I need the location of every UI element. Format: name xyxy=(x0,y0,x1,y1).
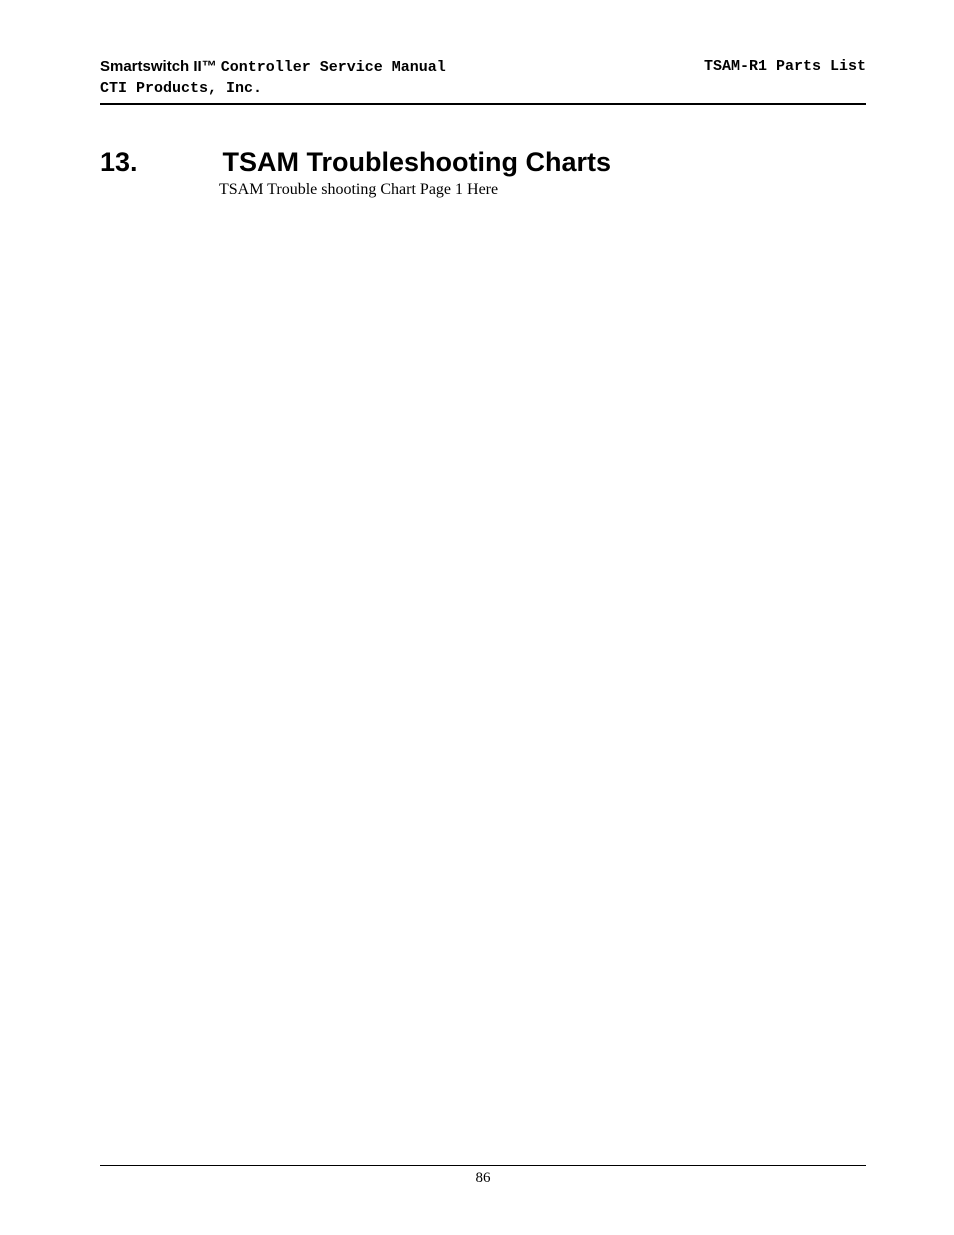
section-number: 13. xyxy=(100,147,138,178)
company-name: CTI Products, Inc. xyxy=(100,80,446,97)
header-left-block: Smartswitch II™ Controller Service Manua… xyxy=(100,58,446,97)
page-content: 13. TSAM Troubleshooting Charts TSAM Tro… xyxy=(100,147,866,199)
header-title-line: Smartswitch II™ Controller Service Manua… xyxy=(100,58,446,76)
section-title: TSAM Troubleshooting Charts xyxy=(223,147,612,178)
product-name: Smartswitch II™ xyxy=(100,58,217,75)
page-header: Smartswitch II™ Controller Service Manua… xyxy=(100,58,866,97)
section-heading: 13. TSAM Troubleshooting Charts xyxy=(100,147,866,178)
document-page: Smartswitch II™ Controller Service Manua… xyxy=(0,0,954,1235)
page-footer: 86 xyxy=(100,1165,866,1187)
body-text: TSAM Trouble shooting Chart Page 1 Here xyxy=(219,181,866,199)
header-rule xyxy=(100,103,866,105)
footer-rule xyxy=(100,1165,866,1166)
page-number: 86 xyxy=(100,1170,866,1187)
parts-list-label: TSAM-R1 Parts List xyxy=(704,58,866,75)
manual-title: Controller Service Manual xyxy=(221,59,446,76)
